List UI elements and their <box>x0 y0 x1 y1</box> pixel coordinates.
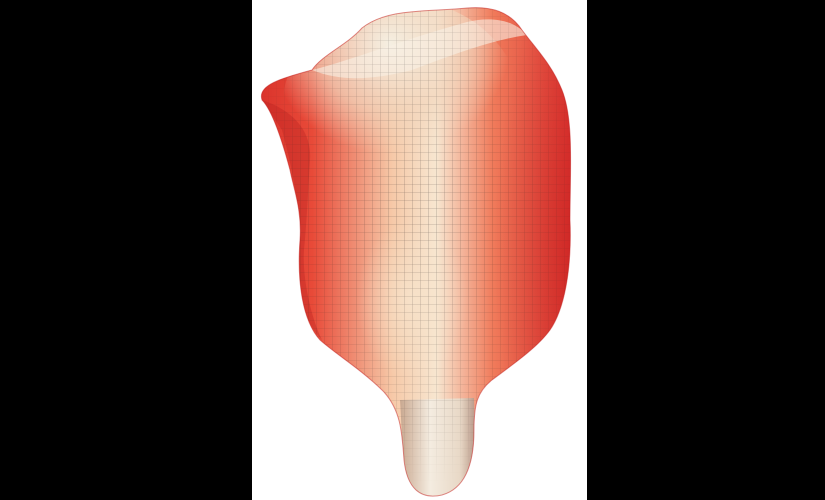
surface-render <box>260 7 572 497</box>
surface-body <box>261 7 571 497</box>
render-panel <box>252 0 587 500</box>
surface-outline <box>260 7 572 497</box>
